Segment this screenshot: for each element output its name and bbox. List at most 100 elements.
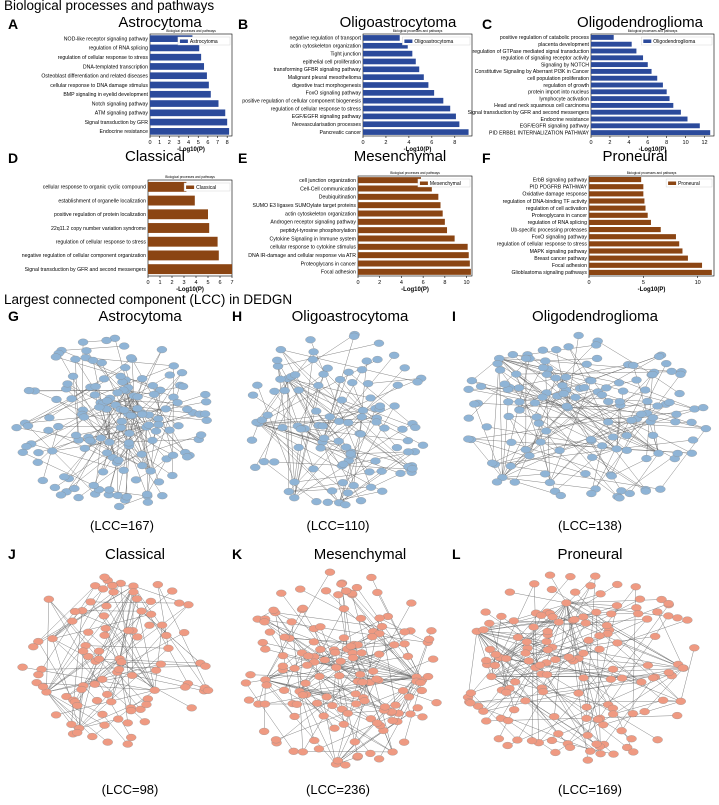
node: [288, 747, 299, 755]
x-tick-label: 8: [665, 140, 668, 146]
bar: [358, 218, 445, 225]
node: [502, 741, 513, 750]
node: [315, 623, 326, 631]
node: [61, 692, 72, 701]
node: [260, 645, 271, 653]
bar: [591, 62, 648, 68]
node: [321, 693, 332, 701]
node: [356, 649, 367, 657]
node: [535, 438, 546, 446]
node: [670, 418, 681, 426]
node: [289, 494, 300, 502]
node: [622, 743, 633, 752]
x-tick-label: 10: [683, 140, 689, 146]
node: [605, 675, 617, 683]
section-title-bio: Biological processes and pathways: [4, 0, 215, 13]
node: [131, 595, 143, 603]
node: [137, 462, 148, 470]
node: [594, 645, 605, 653]
edge: [402, 690, 411, 715]
edge: [483, 602, 567, 712]
node: [647, 431, 659, 439]
edge: [273, 610, 343, 710]
edge: [265, 608, 304, 680]
edge: [131, 359, 135, 396]
node: [289, 478, 300, 486]
node: [31, 679, 42, 687]
legend-swatch: [404, 39, 413, 43]
node: [115, 424, 127, 432]
edge: [467, 631, 478, 698]
category-label: Oxidative damage response: [522, 192, 587, 198]
edge: [131, 349, 163, 416]
node: [671, 410, 682, 418]
edge: [38, 641, 74, 701]
node: [338, 720, 349, 728]
category-label: actin cytoskeleton organization: [285, 211, 356, 217]
node: [97, 468, 109, 476]
bar: [589, 227, 661, 233]
edge: [499, 358, 695, 410]
node: [561, 599, 572, 607]
node: [77, 338, 89, 346]
node: [73, 494, 84, 502]
node: [399, 640, 410, 648]
node: [583, 636, 594, 644]
edge: [275, 612, 417, 678]
node: [94, 403, 105, 411]
node: [100, 624, 111, 632]
edge: [651, 374, 680, 394]
edge: [66, 388, 151, 472]
edge: [79, 718, 119, 729]
category-label: Breast cancer pathway: [534, 256, 587, 262]
edge: [257, 385, 295, 483]
category-label: PID PDGFRB PATHWAY: [530, 185, 588, 191]
node: [152, 581, 163, 589]
node: [578, 649, 589, 657]
legend-label: Proneural: [678, 181, 700, 187]
edge: [255, 390, 299, 468]
edge: [121, 421, 157, 432]
node: [653, 449, 664, 457]
panel-title-c: Oligodendroglioma: [577, 14, 703, 31]
edge: [38, 585, 96, 642]
node: [186, 704, 197, 712]
node: [279, 686, 290, 694]
node: [340, 587, 352, 595]
node: [634, 595, 646, 603]
bar: [150, 109, 226, 117]
category-label: regulation of RNA splicing: [528, 220, 588, 226]
bar: [591, 48, 637, 54]
node: [614, 398, 625, 406]
node: [150, 427, 162, 435]
edge: [322, 410, 364, 427]
category-label: lymphocyte activation: [539, 96, 589, 102]
edge: [142, 427, 147, 466]
node: [83, 628, 94, 636]
node: [402, 652, 414, 660]
edge: [34, 390, 122, 428]
node: [355, 614, 367, 622]
node: [106, 698, 117, 706]
node: [275, 375, 286, 383]
node: [262, 411, 273, 419]
node: [338, 605, 350, 613]
node: [507, 351, 519, 359]
node: [666, 367, 677, 375]
edge: [332, 666, 337, 706]
edge: [591, 420, 632, 441]
node: [240, 679, 252, 687]
edges: [251, 334, 424, 505]
panel-title-d: Classical: [124, 148, 185, 165]
node: [541, 427, 552, 435]
node: [398, 687, 409, 695]
edge: [476, 631, 507, 659]
bar: [589, 198, 645, 204]
node: [663, 600, 674, 608]
node: [99, 721, 110, 729]
node: [141, 700, 152, 709]
node: [277, 424, 288, 432]
node: [391, 444, 403, 452]
edge: [360, 630, 411, 675]
node: [580, 619, 591, 627]
